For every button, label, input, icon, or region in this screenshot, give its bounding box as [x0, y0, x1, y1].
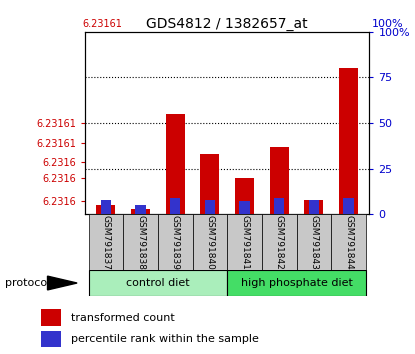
Text: protocol: protocol	[5, 278, 50, 288]
Text: GSM791837: GSM791837	[101, 215, 110, 270]
Bar	[170, 198, 181, 214]
Text: GSM791840: GSM791840	[205, 215, 215, 270]
Bar	[193, 214, 227, 271]
Bar	[227, 270, 366, 296]
Bar	[158, 214, 193, 271]
Bar	[41, 331, 61, 348]
Bar	[270, 147, 289, 214]
Bar	[166, 114, 185, 214]
Bar	[274, 198, 284, 214]
Bar	[135, 205, 146, 214]
Bar	[96, 205, 115, 214]
Bar	[331, 214, 366, 271]
Title: GDS4812 / 1382657_at: GDS4812 / 1382657_at	[146, 17, 308, 31]
Bar	[88, 270, 227, 296]
Bar	[304, 200, 323, 214]
Bar	[339, 68, 358, 214]
Text: GSM791842: GSM791842	[275, 215, 284, 270]
Bar	[205, 200, 215, 214]
Text: 6.23161: 6.23161	[82, 19, 122, 29]
Text: control diet: control diet	[126, 278, 190, 288]
Text: GSM791838: GSM791838	[136, 215, 145, 270]
Bar	[100, 200, 111, 214]
Bar	[343, 198, 354, 214]
Bar	[309, 200, 319, 214]
Bar	[297, 214, 331, 271]
Text: transformed count: transformed count	[71, 313, 174, 323]
Bar	[235, 178, 254, 214]
Bar	[88, 214, 123, 271]
Text: GSM791839: GSM791839	[171, 215, 180, 270]
Text: percentile rank within the sample: percentile rank within the sample	[71, 334, 259, 344]
Bar	[227, 214, 262, 271]
Bar	[41, 309, 61, 326]
Text: GSM791841: GSM791841	[240, 215, 249, 270]
Bar	[239, 201, 250, 214]
Bar	[262, 214, 297, 271]
Text: 100%: 100%	[372, 19, 404, 29]
Polygon shape	[47, 276, 77, 290]
Bar	[123, 214, 158, 271]
Bar	[131, 209, 150, 214]
Text: high phosphate diet: high phosphate diet	[241, 278, 352, 288]
Text: GSM791844: GSM791844	[344, 215, 353, 270]
Bar	[200, 154, 220, 214]
Text: GSM791843: GSM791843	[309, 215, 318, 270]
